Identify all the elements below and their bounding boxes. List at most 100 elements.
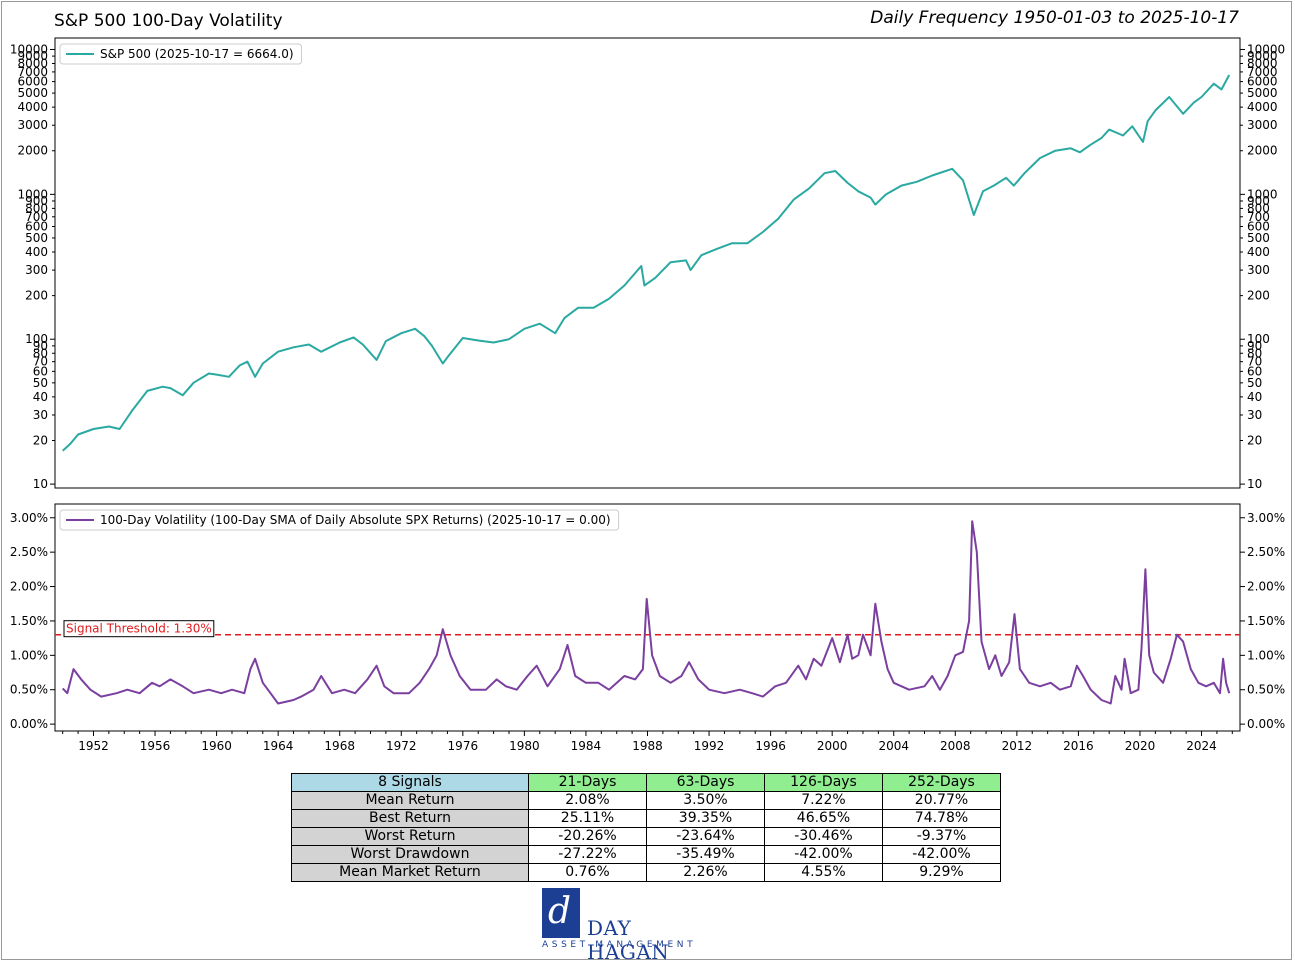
- y-tick-label-right: 7000: [1247, 65, 1278, 79]
- table-column-header: 252-Days: [882, 773, 1001, 792]
- y-tick-label: 600: [25, 219, 48, 233]
- y-tick-label-right: 900: [1247, 194, 1270, 208]
- table-cell: 25.11%: [528, 809, 647, 828]
- table-cell: 39.35%: [646, 809, 765, 828]
- table-row: Best Return 25.11% 39.35% 46.65% 74.78%: [291, 809, 1001, 828]
- logo-name: DAY HAGAN: [587, 916, 670, 964]
- y-tick-label-right: 40: [1247, 390, 1262, 404]
- table-row: Worst Drawdown -27.22% -35.49% -42.00% -…: [291, 845, 1001, 864]
- row-label: Best Return: [291, 809, 529, 828]
- y-tick-label: 2.00%: [10, 580, 48, 594]
- y-tick-label-right: 500: [1247, 231, 1270, 245]
- y-tick-label: 4000: [17, 100, 48, 114]
- y-tick-label-right: 1.00%: [1247, 648, 1285, 662]
- y-tick-label: 10000: [10, 42, 48, 56]
- y-tick-label-right: 9000: [1247, 49, 1278, 63]
- chart-subtitle: Daily Frequency 1950-01-03 to 2025-10-17: [870, 8, 1239, 28]
- table-cell: 20.77%: [882, 791, 1001, 810]
- y-tick-label-right: 3000: [1247, 118, 1278, 132]
- x-tick-label: 2016: [1063, 739, 1094, 753]
- y-tick-label-right: 8000: [1247, 57, 1278, 71]
- threshold-label-box: [63, 620, 215, 638]
- volatility-panel: 0.00% 0.00% 0.50% 0.50% 1.00% 1.00% 1.50% 1.50%…: [10, 503, 1285, 753]
- y-tick-label-right: 10000: [1247, 42, 1285, 56]
- y-tick-label-right: 80: [1247, 346, 1262, 360]
- logo-tagline: ASSET MANAGEMENT: [542, 940, 697, 950]
- legend: 100-Day Volatility (100-Day SMA of Daily…: [59, 509, 620, 531]
- y-tick-label: 3000: [17, 118, 48, 132]
- y-tick-label-right: 70: [1247, 355, 1262, 369]
- table-column-header: 21-Days: [528, 773, 647, 792]
- y-tick-label: 1000: [17, 187, 48, 201]
- table-cell: 4.55%: [764, 863, 883, 882]
- chart-title: S&P 500 100-Day Volatility: [54, 11, 283, 31]
- y-tick-label: 800: [25, 201, 48, 215]
- x-tick-label: 2008: [940, 739, 971, 753]
- y-tick-label: 0.00%: [10, 717, 48, 731]
- x-tick-label: 1996: [755, 739, 786, 753]
- table-cell: -35.49%: [646, 845, 765, 864]
- x-tick-label: 1976: [448, 739, 479, 753]
- x-tick-label: 1988: [632, 739, 663, 753]
- table-cell: 2.08%: [528, 791, 647, 810]
- y-tick-label: 700: [25, 210, 48, 224]
- y-tick-label-right: 2000: [1247, 144, 1278, 158]
- x-tick-label: 1972: [386, 739, 417, 753]
- y-tick-label: 40: [33, 390, 48, 404]
- y-tick-label: 0.50%: [10, 683, 48, 697]
- y-tick-label-right: 400: [1247, 245, 1270, 259]
- table-cell: -9.37%: [882, 827, 1001, 846]
- row-label: Worst Drawdown: [291, 845, 529, 864]
- y-tick-label-right: 2.00%: [1247, 580, 1285, 594]
- table-column-header: 126-Days: [764, 773, 883, 792]
- y-tick-label: 400: [25, 245, 48, 259]
- series-line: [61, 520, 1231, 705]
- y-tick-label: 100: [25, 332, 48, 346]
- y-tick-label: 9000: [17, 49, 48, 63]
- x-tick-label: 1960: [201, 739, 232, 753]
- y-tick-label-right: 6000: [1247, 75, 1278, 89]
- x-tick-label: 1956: [140, 739, 171, 753]
- y-tick-label: 2000: [17, 144, 48, 158]
- y-tick-label-right: 30: [1247, 408, 1262, 422]
- x-tick-label: 1952: [78, 739, 109, 753]
- legend-label: S&P 500 (2025-10-17 = 6664.0): [100, 47, 294, 61]
- y-tick-label: 1.00%: [10, 648, 48, 662]
- y-tick-label: 50: [33, 376, 48, 390]
- y-tick-label-right: 2.50%: [1247, 545, 1285, 559]
- table-cell: 46.65%: [764, 809, 883, 828]
- x-tick-label: 2000: [817, 739, 848, 753]
- x-tick-label: 1984: [571, 739, 602, 753]
- y-tick-label-right: 1.50%: [1247, 614, 1285, 628]
- y-tick-label-right: 60: [1247, 364, 1262, 378]
- table-cell: -42.00%: [764, 845, 883, 864]
- y-tick-label-right: 50: [1247, 376, 1262, 390]
- y-tick-label: 60: [33, 364, 48, 378]
- y-tick-label-right: 700: [1247, 210, 1270, 224]
- y-tick-label: 500: [25, 231, 48, 245]
- table-corner-cell: 8 Signals: [291, 773, 529, 792]
- x-tick-label: 1968: [324, 739, 355, 753]
- table-row: Mean Market Return 0.76% 2.26% 4.55% 9.2…: [291, 863, 1001, 882]
- row-label: Mean Return: [291, 791, 529, 810]
- table-row: Worst Return -20.26% -23.64% -30.46% -9.…: [291, 827, 1001, 846]
- threshold-label: Signal Threshold: 1.30%: [66, 622, 212, 636]
- table-column-header: 63-Days: [646, 773, 765, 792]
- x-tick-label: 1980: [509, 739, 540, 753]
- y-tick-label-right: 4000: [1247, 100, 1278, 114]
- series-line: [62, 74, 1231, 452]
- y-tick-label: 30: [33, 408, 48, 422]
- y-tick-label: 300: [25, 263, 48, 277]
- y-tick-label: 6000: [17, 75, 48, 89]
- table-cell: 2.26%: [646, 863, 765, 882]
- y-tick-label: 1.50%: [10, 614, 48, 628]
- x-tick-label: 2004: [878, 739, 909, 753]
- table-cell: -23.64%: [646, 827, 765, 846]
- table-cell: -27.22%: [528, 845, 647, 864]
- y-tick-label-right: 0.50%: [1247, 683, 1285, 697]
- y-tick-label-right: 0.00%: [1247, 717, 1285, 731]
- legend-label: 100-Day Volatility (100-Day SMA of Daily…: [100, 513, 611, 527]
- x-tick-label: 2024: [1186, 739, 1217, 753]
